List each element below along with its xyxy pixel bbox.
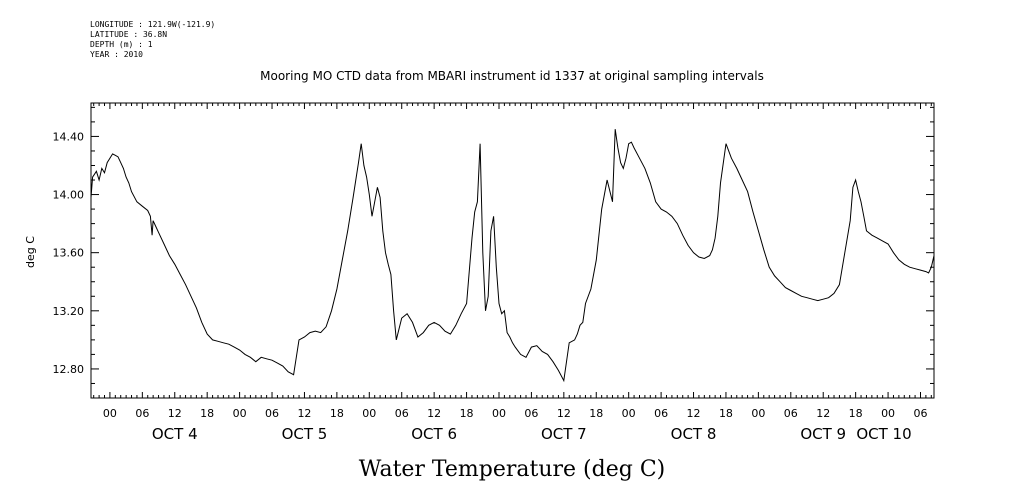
day-label: OCT 10 — [856, 425, 911, 443]
day-label: OCT 6 — [411, 425, 457, 443]
x-tick-label: 06 — [395, 407, 409, 420]
x-tick-label: 00 — [492, 407, 506, 420]
x-tick-label: 06 — [135, 407, 149, 420]
x-tick-label: 00 — [881, 407, 895, 420]
day-label: OCT 9 — [800, 425, 846, 443]
longitude-text: LONGITUDE : 121.9W(-121.9) — [90, 20, 216, 29]
x-tick-label: 00 — [751, 407, 765, 420]
x-tick-label: 06 — [784, 407, 798, 420]
x-tick-label: 18 — [719, 407, 733, 420]
latitude-text: LATITUDE : 36.8N — [90, 30, 168, 39]
x-tick-label: 18 — [330, 407, 344, 420]
x-tick-label: 12 — [168, 407, 182, 420]
y-tick-label: 14.00 — [53, 189, 85, 202]
y-tick-label: 13.20 — [53, 305, 85, 318]
plot-frame — [90, 102, 935, 399]
y-axis-label: deg C — [24, 236, 37, 268]
day-label: OCT 8 — [671, 425, 717, 443]
x-tick-label: 06 — [654, 407, 668, 420]
x-tick-label: 06 — [524, 407, 538, 420]
x-tick-label: 18 — [460, 407, 474, 420]
x-tick-label: 06 — [265, 407, 279, 420]
x-tick-label: 12 — [427, 407, 441, 420]
y-tick-label: 13.60 — [53, 247, 85, 260]
x-tick-label: 06 — [913, 407, 927, 420]
x-tick-label: 12 — [297, 407, 311, 420]
x-axis: 00 06 12 18 00 06 12 18 00 06 12 18 00 06 12 18 00 06 12 18… — [93, 103, 932, 443]
y-tick-label: 14.40 — [53, 130, 85, 143]
x-tick-label: 00 — [103, 407, 117, 420]
x-tick-label: 12 — [687, 407, 701, 420]
x-tick-label: 00 — [622, 407, 636, 420]
metadata-block: LONGITUDE : 121.9W(-121.9) LATITUDE : 36… — [90, 20, 215, 60]
y-tick-label: 12.80 — [53, 363, 85, 376]
x-tick-label: 00 — [233, 407, 247, 420]
x-tick-label: 18 — [200, 407, 214, 420]
y-axis: 12.80 13.20 13.60 14.00 14.40 — [53, 106, 934, 384]
x-tick-label: 00 — [362, 407, 376, 420]
temperature-series-line — [90, 129, 935, 383]
x-tick-label: 12 — [557, 407, 571, 420]
chart-title: Mooring MO CTD data from MBARI instrumen… — [260, 69, 764, 83]
depth-text: DEPTH (m) : 1 — [90, 40, 153, 49]
year-text: YEAR : 2010 — [90, 50, 143, 59]
x-tick-label: 12 — [816, 407, 830, 420]
bottom-title: Water Temperature (deg C) — [359, 457, 666, 482]
day-label: OCT 4 — [152, 425, 198, 443]
x-tick-label: 18 — [849, 407, 863, 420]
day-label: OCT 5 — [282, 425, 328, 443]
x-tick-label: 18 — [589, 407, 603, 420]
day-label: OCT 7 — [541, 425, 587, 443]
